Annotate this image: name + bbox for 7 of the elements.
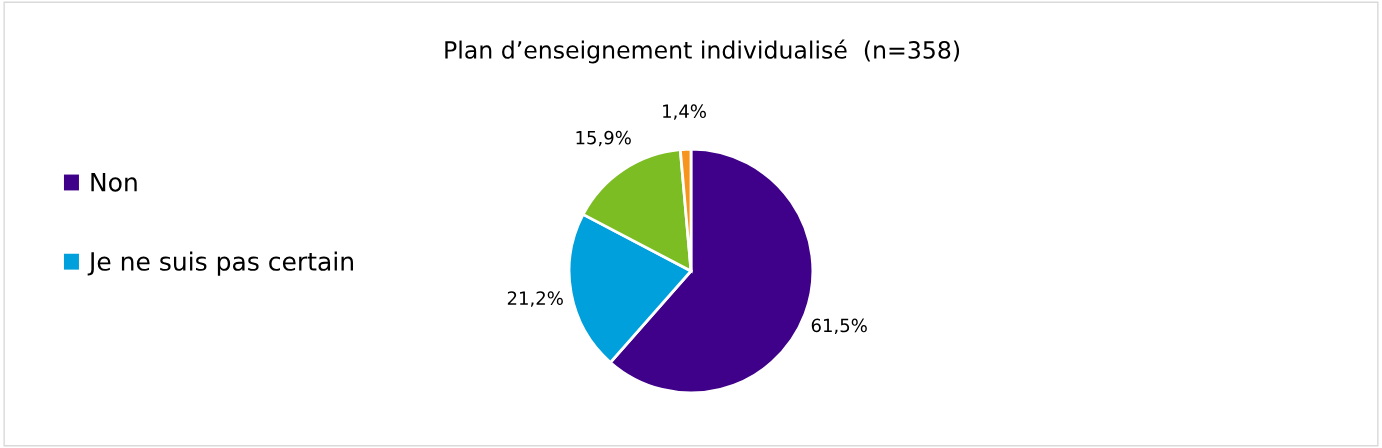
data-label: 15,9% <box>576 130 631 147</box>
chart-title: Plan d’enseignement individualisé (n=358) <box>445 39 960 64</box>
legend-label: Je ne suis pas certain <box>87 251 353 276</box>
data-label: 1,4% <box>663 104 706 120</box>
data-label: 61,5% <box>811 318 867 335</box>
data-label: 21,2% <box>507 291 563 307</box>
legend-label: Non <box>91 173 137 192</box>
